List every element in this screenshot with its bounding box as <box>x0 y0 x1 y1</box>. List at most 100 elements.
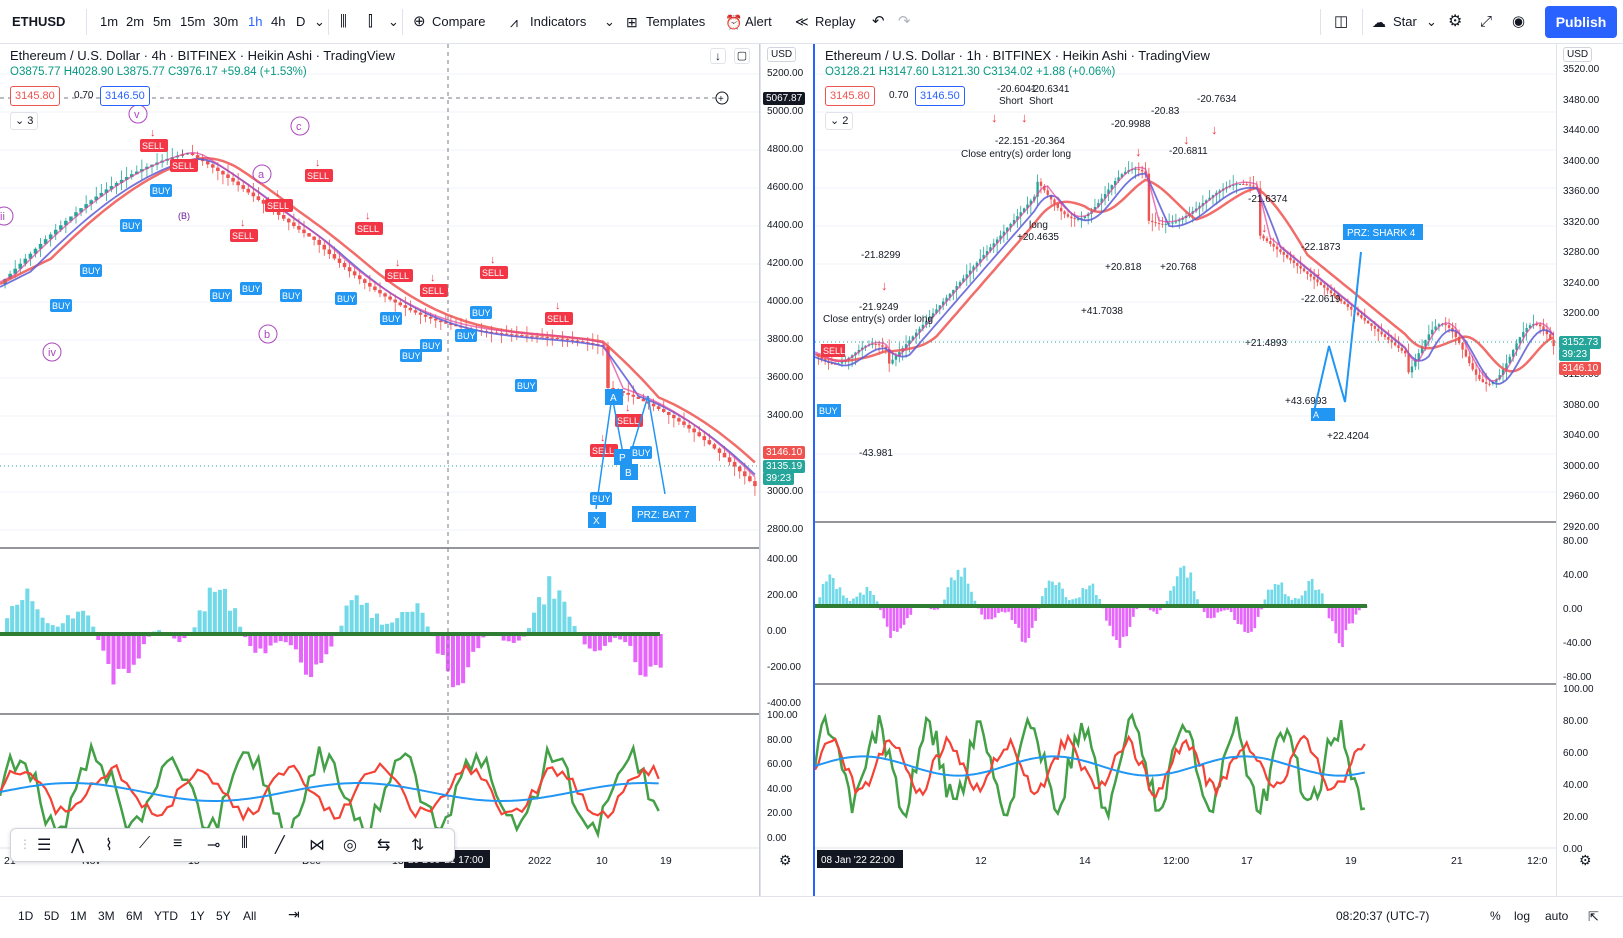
histogram-bar <box>212 591 217 634</box>
candle-body <box>1410 366 1414 373</box>
currency-selector[interactable]: USD <box>1563 47 1593 62</box>
fullscreen-icon[interactable]: ⤢ <box>1480 13 1493 30</box>
range-5d[interactable]: 5D <box>44 909 60 923</box>
chevron-down-icon[interactable]: ⌄ <box>1426 14 1437 29</box>
parallel-lines-icon[interactable]: ☰ <box>37 837 52 854</box>
replay-icon[interactable]: ≪ <box>795 14 809 29</box>
indicators-collapse-toggle[interactable]: ⌄ 3 <box>10 112 39 130</box>
gear-icon[interactable]: ⚙ <box>779 852 792 868</box>
alarm-clock-icon[interactable]: ⏰ <box>725 14 743 30</box>
auto-toggle[interactable]: auto <box>1545 909 1569 923</box>
chevron-down-icon[interactable]: ⌄ <box>388 14 399 29</box>
indicators-button[interactable]: Indicators <box>530 14 587 29</box>
histogram-bar <box>450 634 455 688</box>
indicator-count: 3 <box>27 115 34 127</box>
clock-display[interactable]: 08:20:37 (UTC-7) <box>1336 909 1430 923</box>
replay-button[interactable]: Replay <box>815 14 856 29</box>
right-price-axis[interactable]: USD 3520.00 3480.00 3440.00 3400.00 3360.00 3… <box>1556 44 1623 896</box>
left-price-axis[interactable]: USD 5200.00 5000.00 4800.00 4600.00 4400.00 4… <box>760 44 813 896</box>
publish-button[interactable]: Publish <box>1545 6 1617 38</box>
histogram-bar <box>131 634 136 665</box>
symbol-search[interactable]: ETHUSD <box>12 14 66 29</box>
oscillator-axis-tick: 200.00 <box>767 590 798 601</box>
separator <box>86 9 87 35</box>
date-range-icon[interactable]: ⇆ <box>377 837 391 854</box>
bar-style-icon[interactable]: ⫼ <box>340 13 347 30</box>
interval-1m[interactable]: 1m <box>100 14 119 29</box>
price-range-icon[interactable]: ⇅ <box>411 837 425 854</box>
interval-4h[interactable]: 4h <box>271 14 286 29</box>
interval-30m[interactable]: 30m <box>213 14 239 29</box>
histogram-bar <box>314 634 319 665</box>
candle-body <box>1252 185 1255 187</box>
expand-icon[interactable]: ⇱ <box>1588 909 1599 924</box>
price-axis-tick: 3600.00 <box>767 372 804 383</box>
trend-line-icon[interactable]: ╱ <box>275 837 285 854</box>
range-1y[interactable]: 1Y <box>190 909 205 923</box>
interval-5m[interactable]: 5m <box>153 14 172 29</box>
sell-arrow: ↓ <box>1183 132 1190 147</box>
range-all[interactable]: All <box>243 909 257 923</box>
bars-pattern-icon[interactable]: ⦀ <box>241 835 249 852</box>
chevron-down-icon[interactable]: ⌄ <box>314 14 325 29</box>
layout-name[interactable]: Star <box>1393 14 1417 29</box>
goto-date-icon[interactable]: ⇥ <box>288 906 300 922</box>
candle-style-icon[interactable]: ⫿ <box>368 13 373 30</box>
chevron-down-icon[interactable]: ⌄ <box>604 14 615 29</box>
scroll-down-icon[interactable]: ↓ <box>710 48 726 64</box>
oscillator-axis-tick: 0.00 <box>1563 604 1583 615</box>
range-6m[interactable]: 6M <box>126 909 143 923</box>
redo-icon[interactable]: ↷ <box>898 13 911 30</box>
compare-button[interactable]: Compare <box>432 14 486 29</box>
chart-pane-right[interactable]: -20.6041 -20.6341 Short Short -22.151 -20.364… <box>813 44 1623 896</box>
histogram-bar <box>1175 576 1179 606</box>
interval-1h[interactable]: 1h <box>248 14 263 29</box>
range-1m[interactable]: 1M <box>70 909 87 923</box>
percent-toggle[interactable]: % <box>1490 909 1501 923</box>
price-axis-tick: 3000.00 <box>767 486 804 497</box>
currency-selector[interactable]: USD <box>767 47 797 62</box>
range-5y[interactable]: 5Y <box>216 909 231 923</box>
trend-angle-icon[interactable]: ⟋ <box>139 835 151 852</box>
ask-price[interactable]: 3146.50 <box>100 86 150 106</box>
interval-d[interactable]: D <box>296 14 306 29</box>
log-toggle[interactable]: log <box>1514 909 1531 923</box>
fib-spiral-icon[interactable]: ◎ <box>343 837 357 854</box>
left-chart-canvas[interactable]: SELL ↓ SELL ↓ SELL ↓ SELL ↓ SELL ↓ SELL ↓ SELL ↓ SELL ↓… <box>0 44 760 896</box>
horizontal-ray-icon[interactable]: ⊸ <box>207 837 221 854</box>
camera-icon[interactable]: ◉ <box>1512 13 1526 30</box>
range-1d[interactable]: 1D <box>18 909 34 923</box>
maximize-icon[interactable]: ▢ <box>734 48 750 64</box>
bid-price[interactable]: 3145.80 <box>10 86 60 106</box>
bid-price[interactable]: 3145.80 <box>825 86 875 106</box>
indicators-icon[interactable]: ⩘ <box>510 14 518 30</box>
undo-icon[interactable]: ↶ <box>872 13 885 30</box>
chart-pane-left[interactable]: SELL ↓ SELL ↓ SELL ↓ SELL ↓ SELL ↓ SELL ↓ SELL ↓ SELL ↓… <box>0 44 760 896</box>
crosshair-time-label: 08 Jan '22 22:00 <box>821 855 895 866</box>
wave-pattern-icon[interactable]: ⌇ <box>105 837 113 854</box>
trade-annotation: Close entry(s) order long <box>961 149 1071 160</box>
fib-retracement-icon[interactable]: ≡ <box>173 835 183 852</box>
indicators-collapse-toggle[interactable]: ⌄ 2 <box>825 112 854 130</box>
wave-label: b <box>264 329 270 341</box>
drag-handle-icon[interactable]: ⋮ <box>19 837 31 851</box>
gear-icon[interactable]: ⚙ <box>1448 13 1463 30</box>
abc-pattern-icon[interactable]: ⋀ <box>71 837 85 854</box>
interval-2m[interactable]: 2m <box>126 14 145 29</box>
gear-icon[interactable]: ⚙ <box>1579 852 1592 868</box>
alert-button[interactable]: Alert <box>745 14 772 29</box>
compare-icon[interactable]: ⊕ <box>413 13 426 30</box>
candle-body <box>1275 246 1279 250</box>
templates-button[interactable]: Templates <box>646 14 706 29</box>
layout-icon[interactable]: ◫ <box>1334 13 1349 30</box>
templates-icon[interactable]: ⊞ <box>626 14 638 30</box>
ask-price[interactable]: 3146.50 <box>915 86 965 106</box>
histogram-bar <box>966 583 970 606</box>
interval-15m[interactable]: 15m <box>180 14 206 29</box>
histogram-bar <box>339 625 344 634</box>
xabcd-pattern-icon[interactable]: ⋈ <box>309 837 325 854</box>
cloud-icon[interactable]: ☁ <box>1372 14 1386 30</box>
range-3m[interactable]: 3M <box>98 909 115 923</box>
range-ytd[interactable]: YTD <box>154 909 178 923</box>
